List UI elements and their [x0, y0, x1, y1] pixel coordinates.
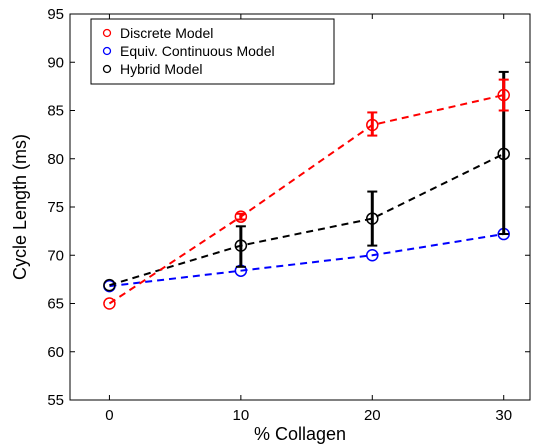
series-layer: [103, 70, 510, 310]
series-line: [109, 233, 504, 288]
x-tick-label: 20: [364, 407, 381, 424]
y-tick-label: 95: [47, 6, 64, 23]
x-axis-label: % Collagen: [254, 424, 346, 444]
x-tick-label: 0: [105, 407, 113, 424]
y-tick-label: 75: [47, 199, 64, 216]
legend-marker-discrete: [102, 28, 112, 38]
data-point: [366, 249, 379, 262]
data-point: [234, 239, 248, 252]
y-tick-label: 90: [47, 54, 64, 71]
legend: Discrete Model Equiv. Continuous Model H…: [90, 18, 335, 85]
data-point: [103, 278, 116, 292]
y-tick-label: 65: [47, 296, 64, 313]
y-tick-label: 85: [47, 103, 64, 120]
axis-ticks: 55 60 65 70 75 80 85 90 95 0 10 20 30: [47, 6, 530, 424]
data-point: [103, 297, 116, 310]
data-point: [234, 210, 248, 223]
data-point: [366, 212, 379, 225]
y-axis-label: Cycle Length (ms): [10, 134, 30, 280]
legend-marker-hybrid: [102, 64, 112, 74]
y-tick-label: 55: [47, 392, 64, 409]
data-point: [497, 147, 510, 161]
legend-box: [90, 18, 335, 85]
series-line: [109, 153, 505, 287]
y-tick-label: 70: [47, 247, 64, 264]
data-point: [366, 118, 379, 132]
y-tick-label: 80: [47, 151, 64, 168]
series-line: [108, 94, 504, 305]
legend-marker-continuous: [102, 46, 112, 56]
legend-label-discrete: Discrete Model: [120, 25, 213, 41]
x-tick-label: 30: [495, 407, 512, 424]
x-tick-label: 10: [233, 407, 250, 424]
data-point: [497, 88, 510, 102]
y-tick-label: 60: [47, 344, 64, 361]
legend-label-continuous: Equiv. Continuous Model: [120, 43, 275, 59]
legend-label-hybrid: Hybrid Model: [120, 61, 202, 77]
